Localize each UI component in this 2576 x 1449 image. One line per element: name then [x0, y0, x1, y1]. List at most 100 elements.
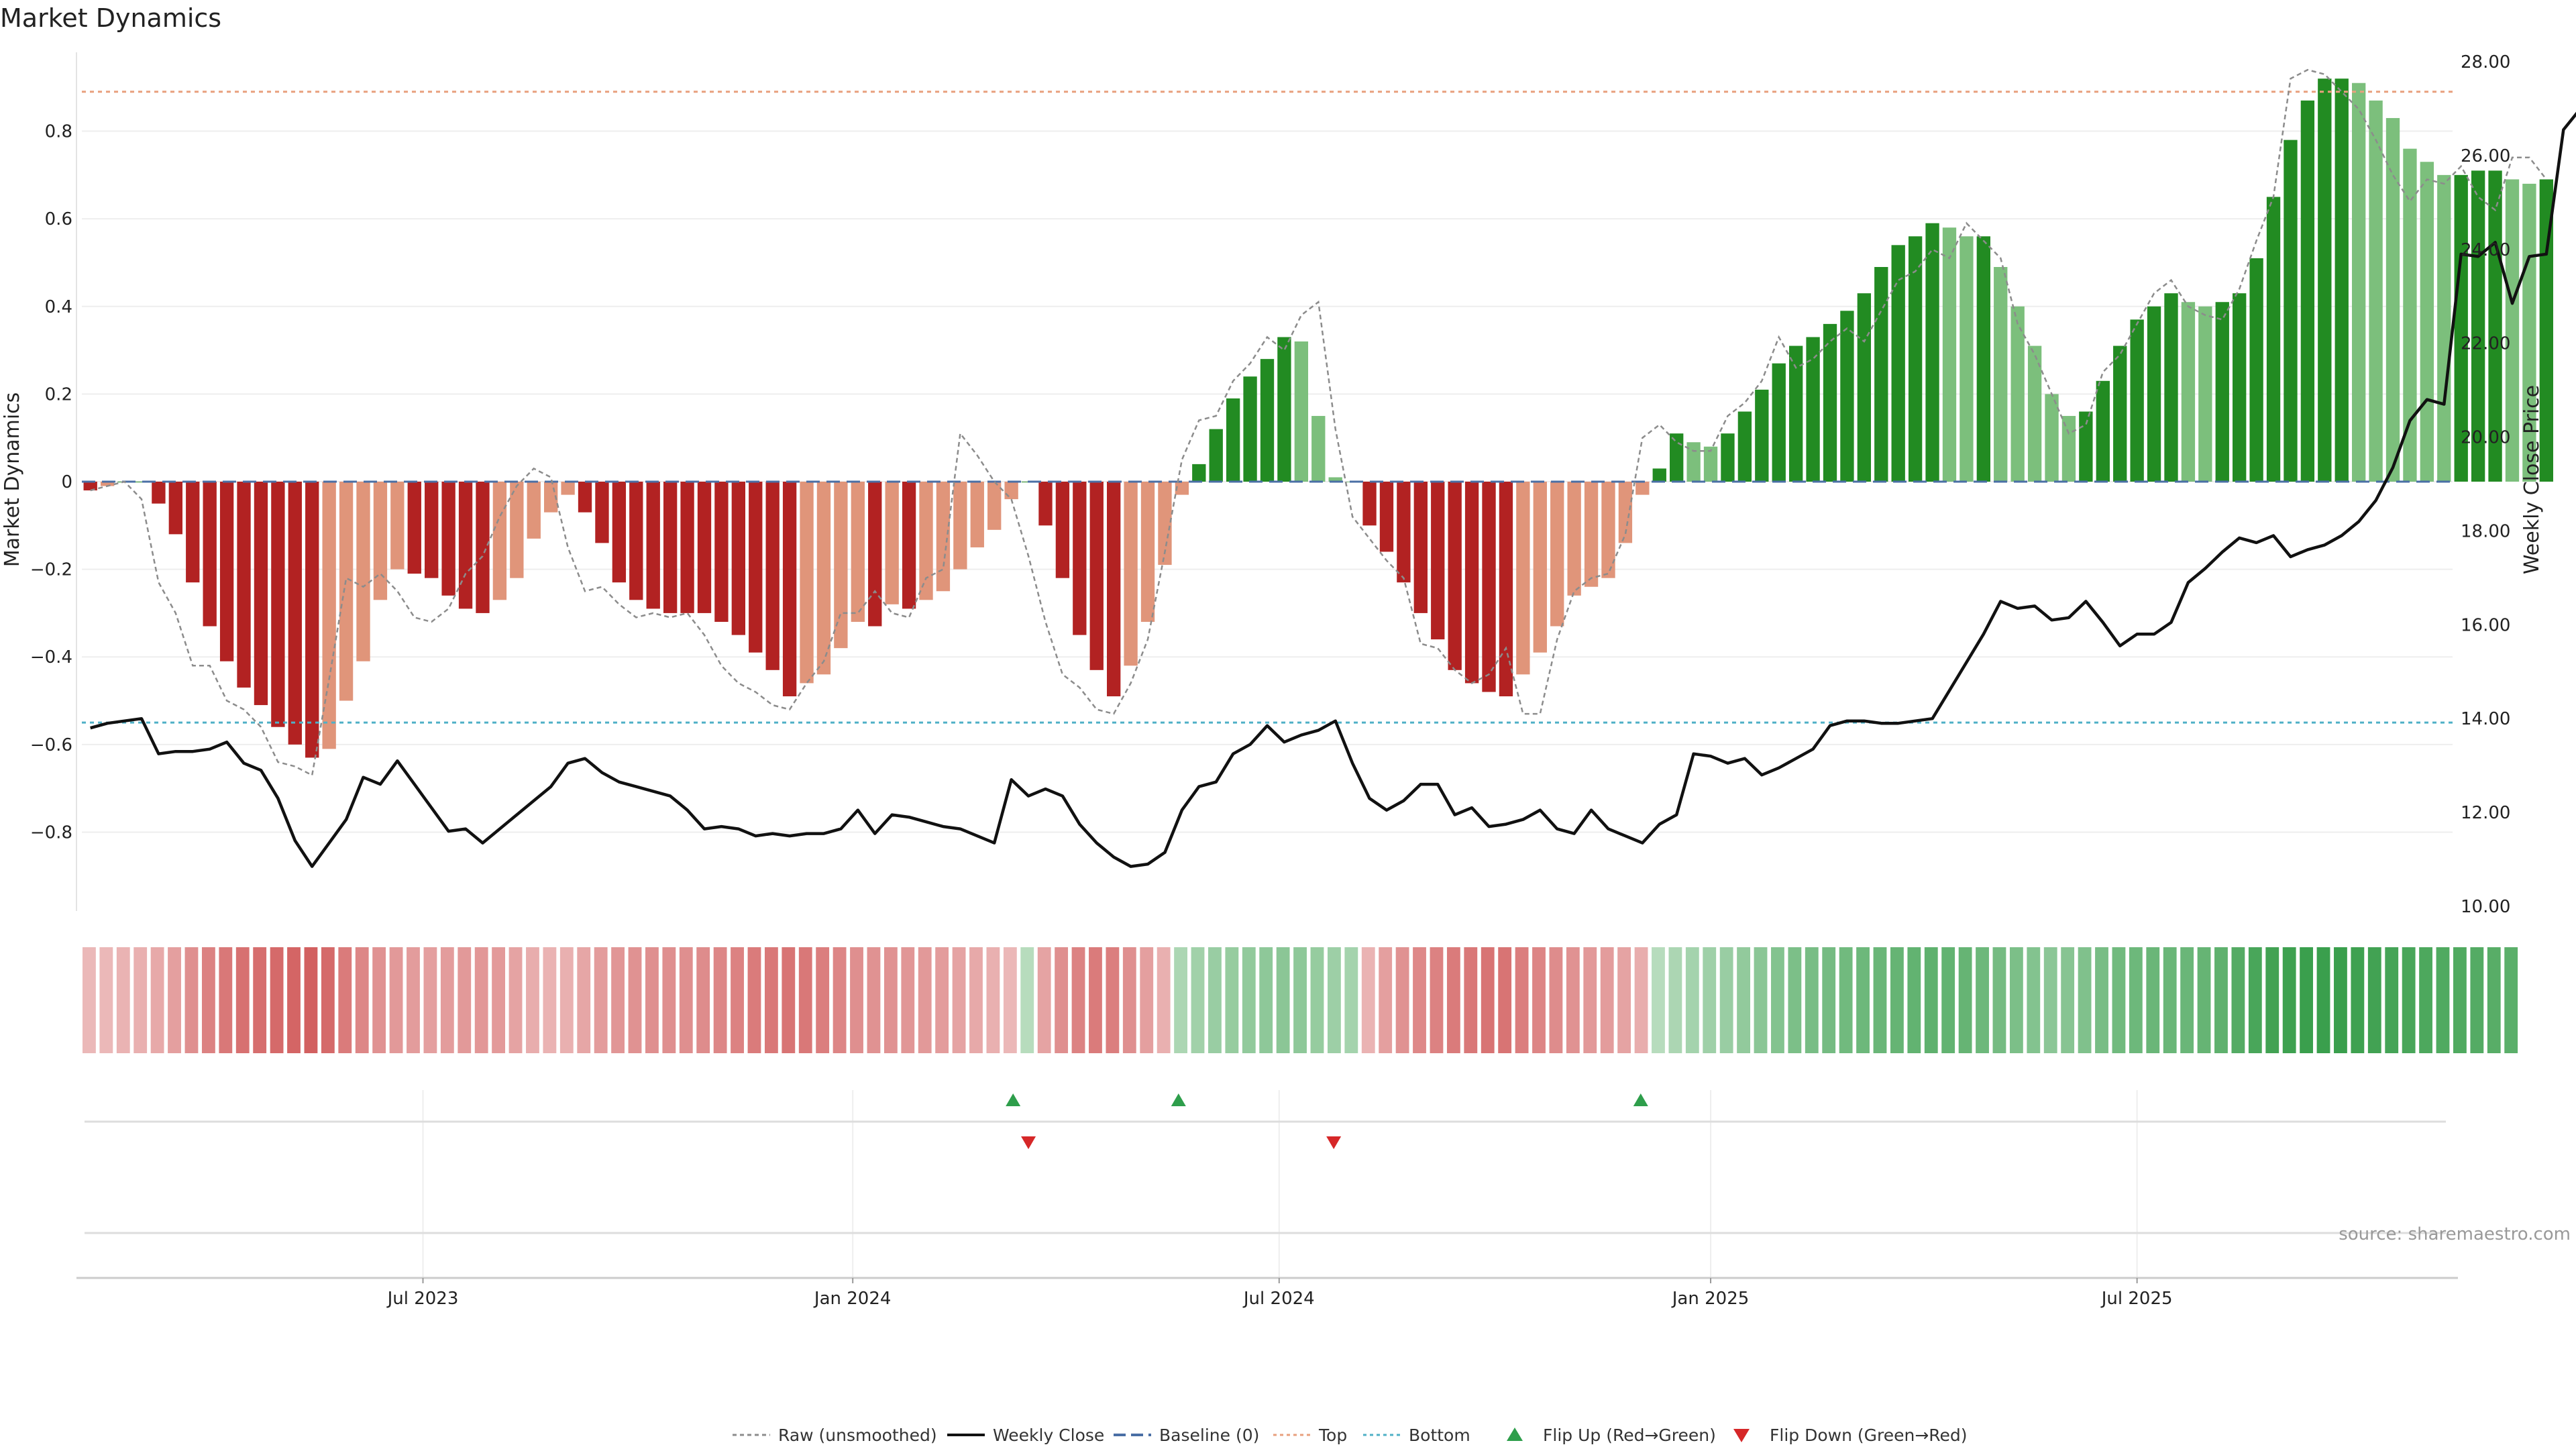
heat-cell [764, 947, 778, 1053]
heat-cell [1856, 947, 1870, 1053]
bar [271, 482, 285, 727]
bar [492, 482, 507, 600]
heat-cell [883, 947, 898, 1053]
heat-cell [304, 947, 318, 1053]
bar [2385, 117, 2400, 482]
heat-cell [1617, 947, 1631, 1053]
bar [1908, 236, 1923, 482]
bar [680, 482, 694, 613]
bar [1737, 411, 1752, 482]
heat-cell [1668, 947, 1682, 1053]
bar [1925, 223, 1939, 482]
heat-cell [1157, 947, 1171, 1053]
bar [868, 482, 882, 627]
heat-cell [508, 947, 523, 1053]
bar [1226, 398, 1240, 482]
heat-cell [2043, 947, 2057, 1053]
bar [970, 482, 984, 547]
heat-cell [2248, 947, 2262, 1053]
heat-cell [474, 947, 488, 1053]
bar [1482, 482, 1496, 692]
heat-cell [1481, 947, 1495, 1053]
bar [2284, 140, 2298, 482]
x-tick-label: Jul 2023 [386, 1289, 459, 1309]
right-tick-label: 24.00 [2461, 240, 2510, 260]
heat-cell [423, 947, 437, 1053]
heat-cell [2282, 947, 2296, 1053]
bar [1124, 482, 1138, 666]
heat-cell [679, 947, 693, 1053]
bar [885, 482, 899, 604]
heat-cell [1703, 947, 1717, 1053]
bar [339, 482, 354, 701]
bar [1584, 482, 1599, 587]
heat-cell [1754, 947, 1768, 1053]
bar [1550, 482, 1564, 627]
bar [595, 482, 609, 543]
source-note: source: sharemaestro.com [2339, 1224, 2571, 1244]
heat-cell [1106, 947, 1120, 1053]
heat-cell [782, 947, 796, 1053]
bar [561, 482, 575, 495]
left-tick-label: 0.4 [45, 297, 72, 317]
heat-cell [2163, 947, 2177, 1053]
bar [1192, 464, 1206, 482]
heat-cell [2300, 947, 2314, 1053]
bar [1140, 482, 1155, 622]
heat-cell [2436, 947, 2450, 1053]
bar [2061, 416, 2076, 482]
heat-cell [201, 947, 215, 1053]
heat-cell [133, 947, 148, 1053]
legend-label: Raw (unsmoothed) [778, 1426, 937, 1445]
bar [1175, 482, 1189, 495]
legend-flip-down-swatch [1733, 1429, 1750, 1442]
heat-cell [2078, 947, 2092, 1053]
bar [731, 482, 746, 635]
bar [1055, 482, 1070, 578]
legend-label: Weekly Close [993, 1426, 1104, 1445]
bar [714, 482, 729, 622]
heat-cell [1464, 947, 1478, 1053]
right-tick-label: 14.00 [2461, 709, 2510, 729]
bar [1004, 482, 1018, 500]
bar [2027, 345, 2042, 482]
bar [987, 482, 1002, 530]
bar [1721, 433, 1735, 482]
x-tick-label: Jul 2025 [2100, 1289, 2173, 1309]
heat-cell [1293, 947, 1307, 1053]
heat-cell [1361, 947, 1375, 1053]
bar [1755, 389, 1769, 482]
bar [1772, 363, 1786, 482]
heat-cell [2385, 947, 2399, 1053]
bar [1464, 482, 1479, 684]
left-tick-label: −0.6 [30, 735, 72, 755]
bar [2164, 293, 2178, 482]
heat-cell [1037, 947, 1051, 1053]
bar [322, 482, 336, 749]
bar [1874, 267, 1888, 482]
heat-cell [253, 947, 267, 1053]
heat-cell [1003, 947, 1017, 1053]
heat-cell [1890, 947, 1904, 1053]
bar [612, 482, 627, 583]
bar [510, 482, 524, 578]
bar [2233, 293, 2247, 482]
raw-unsmoothed-line [90, 68, 2547, 777]
heat-cell [1685, 947, 1699, 1053]
bar [425, 482, 439, 578]
bar [2403, 148, 2417, 482]
bar [1397, 482, 1411, 583]
heat-cell [1600, 947, 1614, 1053]
heat-cell [2197, 947, 2211, 1053]
heat-cell [1498, 947, 1512, 1053]
flip-up-marker [1633, 1093, 1648, 1106]
left-tick-label: 0.6 [45, 209, 72, 229]
bar [2318, 78, 2332, 482]
right-axis-label: Weekly Close Price [2520, 385, 2544, 574]
flip-up-marker [1006, 1093, 1021, 1106]
bar [1294, 341, 1309, 482]
bar [1516, 482, 1530, 675]
heat-cell [1430, 947, 1444, 1053]
heat-cell [1652, 947, 1665, 1053]
bar [1994, 267, 2008, 482]
